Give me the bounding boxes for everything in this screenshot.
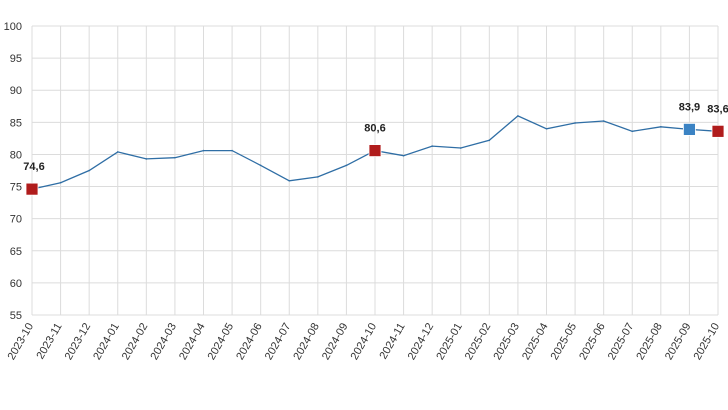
x-tick-label: 2024-07 [263,321,294,362]
data-point [231,149,233,152]
x-tick-label: 2025-01 [434,321,465,362]
x-tick-label: 2024-04 [177,321,208,362]
y-tick-label: 80 [10,149,22,161]
y-tick-label: 55 [10,310,22,322]
data-label: 83,6 [707,103,728,115]
x-tick-label: 2025-04 [520,321,551,362]
x-tick-label: 2025-03 [491,321,522,362]
data-point [59,181,62,184]
data-point [660,126,662,128]
x-tick-label: 2025-02 [463,321,494,362]
data-label: 74,6 [23,161,44,173]
x-tick-label: 2024-11 [378,321,408,361]
data-point [145,158,148,160]
x-tick-label: 2023-10 [6,321,37,362]
data-point [459,147,462,149]
y-tick-label: 60 [10,278,22,290]
x-tick-label: 2025-09 [663,321,694,362]
y-tick-label: 70 [10,214,22,226]
y-tick-label: 95 [10,53,22,65]
x-tick-label: 2025-08 [634,321,665,362]
data-point [345,164,348,167]
x-tick-label: 2023-12 [63,321,94,362]
data-point [517,115,519,117]
x-tick-label: 2025-07 [606,321,637,362]
data-point [317,176,319,178]
data-point [259,164,262,167]
y-tick-label: 65 [10,246,22,258]
x-tick-label: 2024-06 [234,321,265,362]
x-tick-label: 2024-05 [206,321,237,362]
x-tick-label: 2025-05 [549,321,580,362]
data-point [88,169,90,172]
y-tick-label: 90 [10,85,22,97]
data-point [488,139,491,142]
x-tick-label: 2025-10 [692,321,723,362]
data-point [631,130,634,133]
data-point [574,122,576,124]
data-point [288,179,291,182]
x-tick-label: 2024-08 [291,321,322,362]
x-tick-label: 2024-01 [91,321,122,362]
x-tick-label: 2024-03 [148,321,179,362]
data-point [202,149,205,152]
data-point [431,145,433,147]
x-tick-label: 2024-10 [349,321,380,362]
x-tick-label: 2024-12 [406,321,437,362]
highlight-marker [711,124,725,138]
x-tick-label: 2024-09 [320,321,351,362]
y-tick-label: 100 [4,21,22,33]
data-point [545,127,548,130]
highlight-marker [368,144,382,157]
data-point [402,154,405,157]
data-point [116,151,119,153]
data-point [602,120,605,122]
x-tick-label: 2023-11 [35,321,65,361]
data-point [174,156,176,159]
y-tick-label: 85 [10,117,22,129]
data-label: 80,6 [364,123,385,135]
highlight-marker [683,122,696,136]
x-tick-label: 2025-06 [577,321,608,362]
data-label: 83,9 [679,101,700,113]
x-tick-label: 2024-02 [120,321,151,362]
highlight-marker [25,182,39,196]
y-tick-label: 75 [10,182,22,194]
